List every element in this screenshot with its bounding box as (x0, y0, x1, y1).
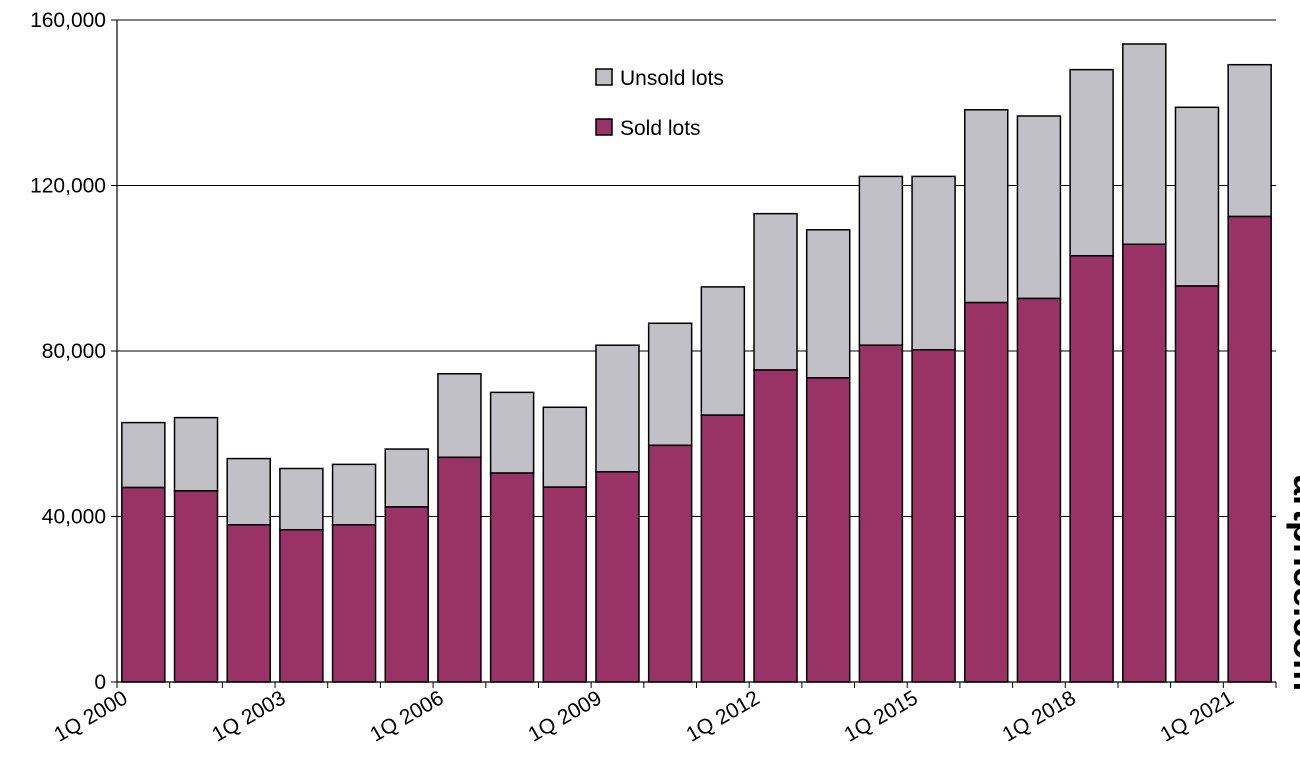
bar-unsold-2000 (121, 421, 166, 489)
bar-sold-2009 (595, 471, 640, 683)
bar-unsold-2007 (489, 391, 535, 474)
bar-sold-2004 (331, 524, 377, 683)
bar-unsold-2012 (753, 212, 798, 371)
y-tick-labels: 0 40,000 80,000 120,000 160,000 (30, 9, 106, 694)
x-tick-label: 1Q 2009 (524, 686, 605, 746)
x-tick-label: 1Q 2012 (682, 686, 763, 746)
bar-unsold-2017 (1016, 115, 1062, 300)
legend-swatch-unsold (595, 68, 613, 86)
bar-unsold-2005 (384, 448, 429, 508)
bar-sold-2005 (384, 506, 429, 683)
bar-sold-2014 (858, 344, 904, 683)
x-tick-label: 1Q 2000 (50, 686, 131, 746)
bar-sold-2000 (121, 486, 166, 683)
bar-sold-2008 (542, 486, 588, 683)
bar-unsold-2015 (911, 175, 956, 351)
y-tick-label: 0 (94, 671, 106, 694)
bar-sold-2021 (1227, 215, 1272, 683)
bar-unsold-2016 (964, 109, 1009, 304)
bar-unsold-2020 (1174, 106, 1220, 287)
bar-sold-2017 (1016, 297, 1062, 683)
bar-unsold-2014 (858, 175, 904, 346)
y-tick-label: 120,000 (30, 175, 106, 198)
bar-sold-2006 (437, 456, 482, 683)
x-tick-label: 1Q 2006 (366, 686, 447, 746)
bar-sold-2010 (647, 444, 693, 683)
bar-unsold-2008 (542, 406, 588, 488)
x-tick-label: 1Q 2018 (998, 686, 1079, 746)
bar-sold-2020 (1174, 285, 1220, 683)
bar-unsold-2019 (1122, 43, 1167, 246)
bar-unsold-2001 (173, 416, 219, 492)
bar-unsold-2021 (1227, 63, 1272, 218)
x-tick-label: 1Q 2021 (1157, 686, 1238, 746)
bar-sold-2003 (279, 528, 324, 683)
bar-unsold-2002 (226, 457, 271, 526)
legend: Unsold lots Sold lots (595, 67, 724, 140)
bar-sold-2002 (226, 524, 271, 683)
legend-label-unsold: Unsold lots (620, 67, 724, 90)
y-tick-label: 80,000 (42, 340, 106, 363)
bars (121, 43, 1272, 683)
y-tick-label: 160,000 (30, 9, 106, 32)
watermark-text: artprice.com (1286, 475, 1300, 691)
bar-sold-2011 (700, 414, 746, 683)
bar-unsold-2018 (1069, 68, 1114, 257)
bar-sold-2019 (1122, 243, 1167, 683)
bar-sold-2016 (964, 301, 1009, 683)
bar-unsold-2013 (805, 229, 851, 379)
x-tick-label: 1Q 2015 (840, 686, 921, 746)
bar-sold-2012 (753, 369, 798, 683)
bar-sold-2001 (173, 490, 219, 683)
bar-sold-2018 (1069, 255, 1114, 683)
legend-swatch-sold (595, 118, 613, 136)
legend-label-sold: Sold lots (620, 117, 701, 140)
bar-unsold-2004 (331, 463, 377, 526)
x-tick-label: 1Q 2003 (208, 686, 289, 746)
bar-sold-2013 (805, 377, 851, 683)
y-tick-label: 40,000 (42, 506, 106, 529)
bar-unsold-2006 (437, 373, 482, 459)
bar-unsold-2003 (279, 467, 324, 531)
bar-unsold-2011 (700, 286, 746, 416)
watermark: artprice.com (1286, 475, 1300, 691)
bar-sold-2007 (489, 472, 535, 683)
bar-unsold-2009 (595, 344, 640, 473)
bar-sold-2015 (911, 349, 956, 683)
axes (111, 19, 1277, 688)
bar-unsold-2010 (647, 322, 693, 447)
x-tick-labels: 1Q 2000 1Q 2003 1Q 2006 1Q 2009 1Q 2012 1Q 20… (50, 686, 1238, 746)
